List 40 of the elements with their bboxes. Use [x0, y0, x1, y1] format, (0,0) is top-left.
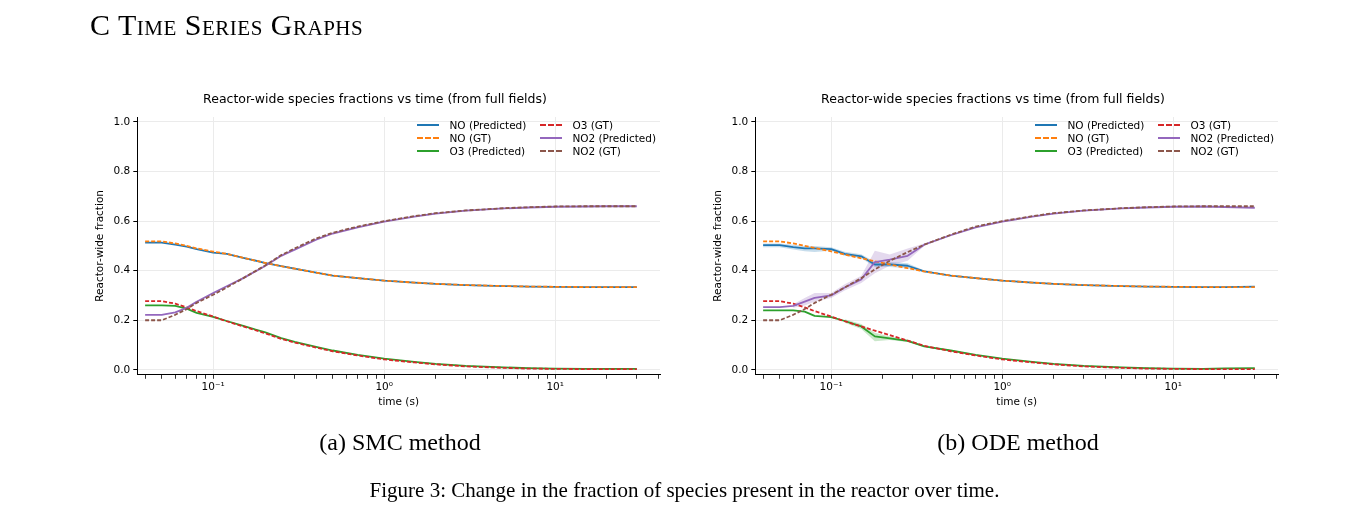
chart-title: Reactor-wide species fractions vs time (from full fields) [821, 90, 1165, 106]
y-tick-label: 0.0 [731, 362, 749, 375]
caption: Figure 3: Change in the fraction of species present in the reactor over time. [368, 478, 1001, 503]
x-tick-label: 10⁰ [375, 379, 393, 392]
y-tick-label: 0.2 [731, 313, 749, 325]
legend-label: O3 (GT) [572, 119, 614, 131]
x-axis-title: time (s) [996, 395, 1038, 408]
legend-label: NO2 (Predicted) [572, 132, 656, 144]
legend-label: NO (GT) [1067, 132, 1110, 144]
x-tick-label: 10⁰ [993, 379, 1011, 392]
y-tick-label: 1.0 [731, 114, 749, 127]
x-tick-label: 10⁻¹ [819, 379, 843, 392]
legend-label: O3 (GT) [1190, 119, 1232, 131]
y-axis-title: Reactor-wide fraction [711, 190, 724, 302]
y-tick-label: 1.0 [113, 114, 131, 127]
y-tick-label: 0.8 [731, 164, 749, 177]
chart-title: Reactor-wide species fractions vs time (from full fields) [203, 90, 547, 106]
text: (a) SMC method [318, 429, 482, 456]
legend-label: NO (Predicted) [1067, 119, 1145, 131]
y-tick-label: 0.8 [113, 164, 131, 177]
y-tick-label: 0.6 [731, 213, 749, 226]
x-tick-label: 10¹ [1164, 379, 1182, 392]
x-tick-label: 10¹ [546, 379, 564, 392]
text: C Time Series Graphs [90, 8, 364, 42]
text: (b) ODE method [936, 429, 1100, 456]
legend-label: NO (GT) [449, 132, 492, 144]
legend-label: O3 (Predicted) [449, 145, 526, 157]
legend-label: NO2 (GT) [572, 145, 621, 157]
y-tick-label: 0.4 [731, 263, 749, 276]
y-axis-title: Reactor-wide fraction [93, 190, 106, 302]
legend-label: NO2 (GT) [1190, 145, 1239, 157]
legend-label: NO (Predicted) [449, 119, 527, 131]
y-tick-label: 0.6 [113, 213, 131, 226]
x-tick-label: 10⁻¹ [201, 379, 225, 392]
y-tick-label: 0.0 [113, 362, 131, 375]
legend-label: O3 (Predicted) [1067, 145, 1144, 157]
legend-label: NO2 (Predicted) [1190, 132, 1274, 144]
x-axis-title: time (s) [378, 395, 420, 408]
y-tick-label: 0.4 [113, 263, 131, 276]
y-tick-label: 0.2 [113, 313, 131, 325]
